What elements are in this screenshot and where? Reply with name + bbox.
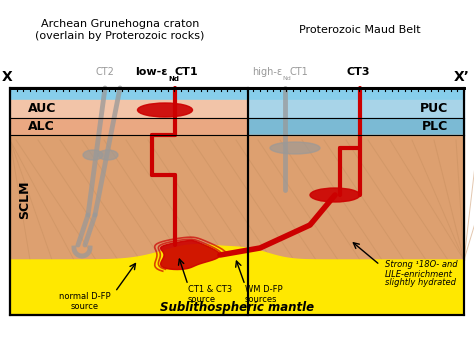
Text: Nd: Nd bbox=[168, 76, 179, 82]
Bar bbox=[10, 88, 464, 315]
Ellipse shape bbox=[270, 142, 320, 154]
Bar bbox=[248, 118, 464, 135]
Ellipse shape bbox=[310, 188, 360, 202]
Ellipse shape bbox=[83, 150, 103, 160]
Bar bbox=[0, 0, 474, 88]
Text: Nd: Nd bbox=[282, 76, 291, 81]
Text: WM D-FP
sources: WM D-FP sources bbox=[245, 285, 283, 304]
Text: slightly hydrated: slightly hydrated bbox=[385, 278, 456, 287]
Bar bbox=[10, 88, 248, 315]
Text: ALC: ALC bbox=[28, 120, 55, 133]
Ellipse shape bbox=[98, 150, 118, 160]
Text: low-ε: low-ε bbox=[136, 67, 168, 77]
Text: CT3: CT3 bbox=[346, 67, 370, 77]
Bar bbox=[10, 88, 248, 100]
Bar bbox=[248, 88, 464, 100]
Text: CT1: CT1 bbox=[175, 67, 199, 77]
Text: X: X bbox=[2, 70, 13, 84]
Text: PLC: PLC bbox=[422, 120, 448, 133]
Text: AUC: AUC bbox=[28, 102, 56, 116]
Text: CT1 & CT3
source: CT1 & CT3 source bbox=[188, 285, 232, 304]
Text: CT2: CT2 bbox=[96, 67, 114, 77]
Text: PUC: PUC bbox=[420, 102, 448, 116]
Text: normal D-FP
source: normal D-FP source bbox=[59, 292, 111, 312]
Text: X’: X’ bbox=[454, 70, 470, 84]
Polygon shape bbox=[161, 240, 220, 270]
Text: Proterozoic Maud Belt: Proterozoic Maud Belt bbox=[299, 25, 421, 35]
Bar bbox=[248, 100, 464, 118]
Bar bbox=[10, 135, 248, 260]
Text: SCLM: SCLM bbox=[18, 181, 31, 219]
Text: CT1: CT1 bbox=[290, 67, 309, 77]
Bar bbox=[10, 100, 248, 118]
Text: Sublithospheric mantle: Sublithospheric mantle bbox=[160, 301, 314, 315]
Text: Strong ¹18O- and
LILE-enrichment: Strong ¹18O- and LILE-enrichment bbox=[385, 260, 457, 279]
Bar bbox=[248, 135, 464, 260]
Polygon shape bbox=[10, 245, 464, 315]
Text: Archean Grunehogna craton
(overlain by Proterozoic rocks): Archean Grunehogna craton (overlain by P… bbox=[35, 19, 205, 41]
Bar bbox=[10, 118, 248, 135]
Text: high-ε: high-ε bbox=[252, 67, 282, 77]
Ellipse shape bbox=[137, 103, 192, 117]
